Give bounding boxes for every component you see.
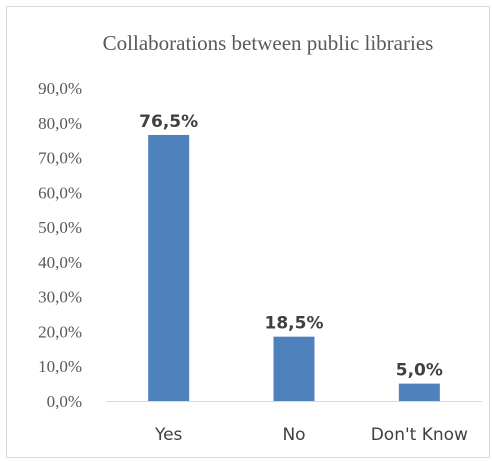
y-tick-label: 40,0% — [38, 253, 82, 272]
y-tick-label: 0,0% — [47, 392, 82, 411]
y-axis: 0,0% 10,0% 20,0% 30,0% 40,0% 50,0% 60,0% 70,0% 8… — [38, 79, 82, 411]
y-tick-label: 30,0% — [38, 288, 82, 307]
x-tick-label: No — [282, 425, 305, 445]
chart-title: Collaborations between public libraries — [103, 31, 434, 55]
data-labels: 76,5% 18,5% 5,0% — [139, 112, 443, 381]
bar — [398, 383, 440, 401]
data-label: 18,5% — [265, 314, 324, 334]
bar — [273, 336, 315, 401]
y-tick-label: 70,0% — [38, 149, 82, 168]
x-tick-label: Yes — [154, 425, 183, 445]
data-label: 5,0% — [396, 361, 443, 381]
chart-frame — [6, 6, 490, 458]
bars — [148, 134, 440, 401]
y-tick-label: 80,0% — [38, 114, 82, 133]
x-tick-label: Don't Know — [371, 425, 468, 445]
y-tick-label: 20,0% — [38, 322, 82, 341]
data-label: 76,5% — [139, 112, 198, 132]
bar — [148, 134, 190, 401]
y-tick-label: 10,0% — [38, 357, 82, 376]
y-tick-label: 50,0% — [38, 218, 82, 237]
x-axis: Yes No Don't Know — [106, 401, 482, 445]
y-tick-label: 90,0% — [38, 79, 82, 98]
y-tick-label: 60,0% — [38, 183, 82, 202]
